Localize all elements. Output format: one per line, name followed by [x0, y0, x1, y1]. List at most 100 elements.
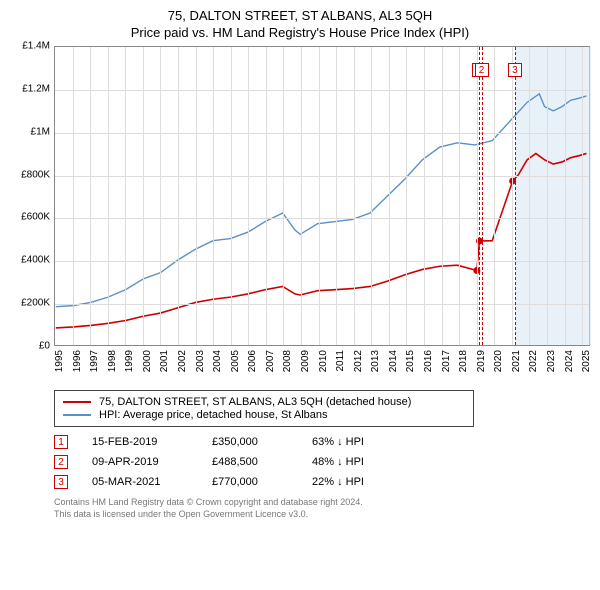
- h-gridline: [55, 304, 589, 305]
- x-axis: 1995 1996 1997 1998 1999 2000 2001 2002 2003 2004…: [54, 346, 590, 386]
- event-diff: 63% ↓ HPI: [312, 436, 412, 448]
- x-tick-label: 2003: [195, 350, 206, 372]
- x-tick-label: 2019: [476, 350, 487, 372]
- legend-swatch: [63, 414, 91, 416]
- v-gridline: [196, 47, 197, 345]
- v-gridline: [512, 47, 513, 345]
- reference-line: [482, 47, 483, 345]
- reference-line: [515, 47, 516, 345]
- legend-row: HPI: Average price, detached house, St A…: [63, 409, 465, 421]
- event-badge: 3: [54, 475, 68, 489]
- v-gridline: [494, 47, 495, 345]
- event-diff: 48% ↓ HPI: [312, 456, 412, 468]
- event-row: 3 05-MAR-2021£770,00022% ↓ HPI: [54, 475, 590, 489]
- x-tick-label: 1998: [107, 350, 118, 372]
- legend-row: 75, DALTON STREET, ST ALBANS, AL3 5QH (d…: [63, 396, 465, 408]
- x-tick-label: 2017: [441, 350, 452, 372]
- v-gridline: [160, 47, 161, 345]
- x-tick-label: 1997: [89, 350, 100, 372]
- legend-swatch: [63, 401, 91, 403]
- chart-area: £0£200K£400K£600K£800K£1M£1.2M£1.4M 123 …: [10, 46, 590, 386]
- v-gridline: [389, 47, 390, 345]
- x-tick-label: 2016: [423, 350, 434, 372]
- h-gridline: [55, 218, 589, 219]
- v-gridline: [547, 47, 548, 345]
- h-gridline: [55, 90, 589, 91]
- h-gridline: [55, 133, 589, 134]
- v-gridline: [73, 47, 74, 345]
- chart-subtitle: Price paid vs. HM Land Registry's House …: [10, 25, 590, 40]
- y-tick-label: £400K: [21, 255, 50, 266]
- v-gridline: [336, 47, 337, 345]
- x-tick-label: 2000: [142, 350, 153, 372]
- reference-line: [479, 47, 480, 345]
- license-line-1: Contains HM Land Registry data © Crown c…: [54, 497, 590, 509]
- x-tick-label: 2022: [528, 350, 539, 372]
- x-tick-label: 2025: [581, 350, 592, 372]
- x-tick-label: 2014: [388, 350, 399, 372]
- plot-area: 123: [54, 46, 590, 346]
- y-tick-label: £1.2M: [22, 83, 50, 94]
- h-gridline: [55, 261, 589, 262]
- license-line-2: This data is licensed under the Open Gov…: [54, 509, 590, 521]
- v-gridline: [371, 47, 372, 345]
- v-gridline: [108, 47, 109, 345]
- v-gridline: [319, 47, 320, 345]
- reference-marker: 3: [508, 63, 522, 77]
- x-tick-label: 1995: [54, 350, 65, 372]
- event-date: 09-APR-2019: [92, 456, 212, 468]
- event-row: 209-APR-2019£488,50048% ↓ HPI: [54, 455, 590, 469]
- x-tick-label: 2001: [159, 350, 170, 372]
- h-gridline: [55, 176, 589, 177]
- x-tick-label: 2006: [247, 350, 258, 372]
- event-badge: 2: [54, 455, 68, 469]
- v-gridline: [301, 47, 302, 345]
- v-gridline: [125, 47, 126, 345]
- event-row: 1 15-FEB-2019£350,00063% ↓ HPI: [54, 435, 590, 449]
- legend-label: 75, DALTON STREET, ST ALBANS, AL3 5QH (d…: [99, 396, 411, 408]
- v-gridline: [90, 47, 91, 345]
- x-tick-label: 2011: [335, 350, 346, 372]
- x-tick-label: 2021: [511, 350, 522, 372]
- chart-container: 75, DALTON STREET, ST ALBANS, AL3 5QH Pr…: [0, 0, 600, 528]
- event-price: £350,000: [212, 436, 312, 448]
- y-axis: £0£200K£400K£600K£800K£1M£1.2M£1.4M: [10, 46, 54, 346]
- event-diff: 22% ↓ HPI: [312, 476, 412, 488]
- y-tick-label: £1.4M: [22, 41, 50, 52]
- v-gridline: [354, 47, 355, 345]
- x-tick-label: 1999: [124, 350, 135, 372]
- legend-label: HPI: Average price, detached house, St A…: [99, 409, 328, 421]
- event-date: 15-FEB-2019: [92, 436, 212, 448]
- v-gridline: [442, 47, 443, 345]
- v-gridline: [266, 47, 267, 345]
- x-tick-label: 2007: [265, 350, 276, 372]
- reference-marker: 2: [475, 63, 489, 77]
- x-tick-label: 2002: [177, 350, 188, 372]
- v-gridline: [424, 47, 425, 345]
- event-date: 05-MAR-2021: [92, 476, 212, 488]
- license-text: Contains HM Land Registry data © Crown c…: [54, 497, 590, 520]
- v-gridline: [406, 47, 407, 345]
- events-table: 1 15-FEB-2019£350,00063% ↓ HPI 2 09-APR-201…: [54, 435, 590, 489]
- series-price_paid: [56, 153, 587, 328]
- chart-title: 75, DALTON STREET, ST ALBANS, AL3 5QH: [10, 8, 590, 23]
- x-tick-label: 1996: [72, 350, 83, 372]
- x-tick-label: 2010: [318, 350, 329, 372]
- v-gridline: [143, 47, 144, 345]
- event-badge: 1: [54, 435, 68, 449]
- x-tick-label: 2015: [405, 350, 416, 372]
- x-tick-label: 2008: [282, 350, 293, 372]
- v-gridline: [582, 47, 583, 345]
- x-tick-label: 2009: [300, 350, 311, 372]
- y-tick-label: £600K: [21, 212, 50, 223]
- y-tick-label: £0: [39, 341, 50, 352]
- v-gridline: [565, 47, 566, 345]
- v-gridline: [178, 47, 179, 345]
- title-block: 75, DALTON STREET, ST ALBANS, AL3 5QH Pr…: [10, 8, 590, 40]
- x-tick-label: 2020: [493, 350, 504, 372]
- x-tick-label: 2018: [458, 350, 469, 372]
- x-tick-label: 2004: [212, 350, 223, 372]
- line-plot-svg: [55, 47, 589, 345]
- event-price: £770,000: [212, 476, 312, 488]
- v-gridline: [213, 47, 214, 345]
